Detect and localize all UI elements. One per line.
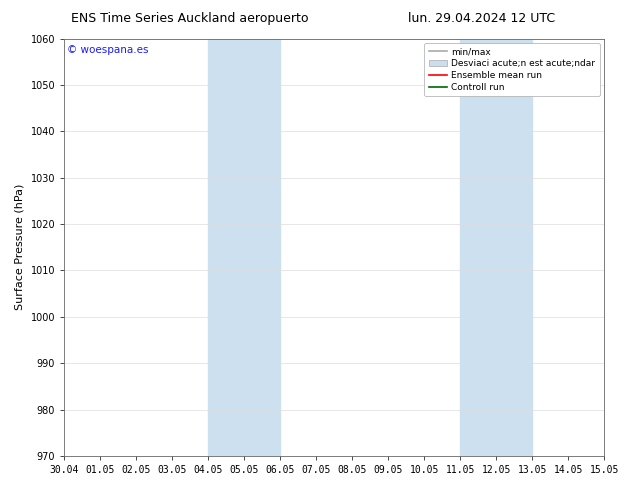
Bar: [460, 39, 533, 456]
Y-axis label: Surface Pressure (hPa): Surface Pressure (hPa): [15, 184, 25, 311]
Text: ENS Time Series Auckland aeropuerto: ENS Time Series Auckland aeropuerto: [72, 12, 309, 25]
Bar: [208, 39, 280, 456]
Text: lun. 29.04.2024 12 UTC: lun. 29.04.2024 12 UTC: [408, 12, 555, 25]
Text: © woespana.es: © woespana.es: [67, 45, 148, 55]
Legend: min/max, Desviaci acute;n est acute;ndar, Ensemble mean run, Controll run: min/max, Desviaci acute;n est acute;ndar…: [424, 43, 600, 96]
